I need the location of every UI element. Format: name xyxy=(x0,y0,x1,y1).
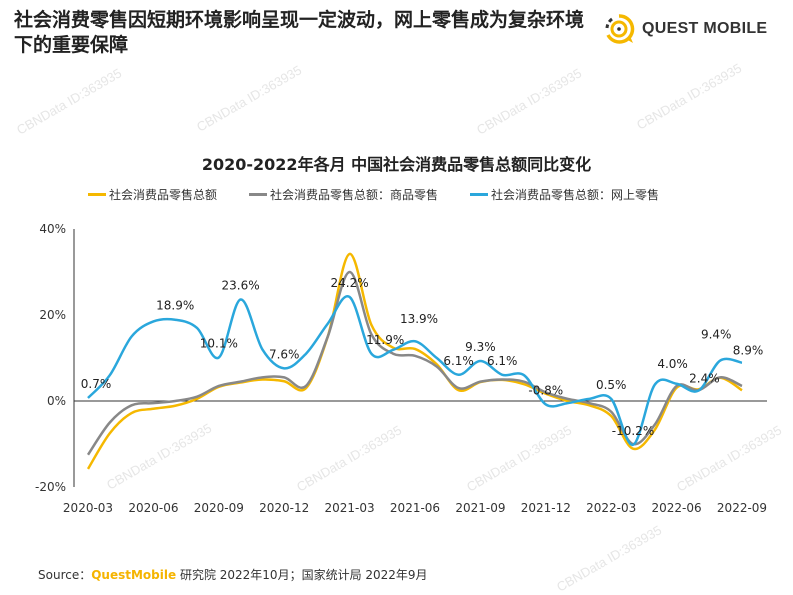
watermark-text: CBNData ID:363935 xyxy=(104,420,214,492)
legend-item-online: 社会消费品零售总额：网上零售 xyxy=(470,186,659,203)
legend-swatch xyxy=(470,193,489,196)
watermark-text: CBNData ID:363935 xyxy=(194,62,304,134)
x-tick-label: 2021-12 xyxy=(521,501,571,515)
legend-swatch xyxy=(249,193,268,196)
data-label: 24.2% xyxy=(331,276,369,290)
source-brand: QuestMobile xyxy=(91,568,177,582)
x-tick-label: 2021-03 xyxy=(325,501,375,515)
x-tick-label: 2022-06 xyxy=(652,501,702,515)
x-tick-label: 2020-09 xyxy=(194,501,244,515)
legend-label: 社会消费品零售总额 xyxy=(109,188,218,202)
data-label: 9.3% xyxy=(465,340,496,354)
data-label: -10.2% xyxy=(612,424,654,438)
x-tick-label: 2022-09 xyxy=(717,501,767,515)
page-title: 社会消费零售因短期环境影响呈现一定波动，网上零售成为复杂环境下的重要保障 xyxy=(14,9,585,56)
data-label: 4.0% xyxy=(657,357,688,371)
data-label: 0.5% xyxy=(596,378,627,392)
data-label: 7.6% xyxy=(269,347,300,361)
data-label: 6.1% xyxy=(487,354,518,368)
logo-icon xyxy=(605,14,635,44)
watermark-text: CBNData ID:363935 xyxy=(554,522,664,594)
watermark-text: CBNData ID:363935 xyxy=(294,422,404,494)
quest-mobile-logo: QUEST MOBILE xyxy=(602,12,767,46)
x-tick-label: 2021-09 xyxy=(455,501,505,515)
source-prefix: Source： xyxy=(38,568,92,582)
x-tick-label: 2020-12 xyxy=(259,501,309,515)
data-label: 18.9% xyxy=(156,299,194,313)
x-tick-label: 2020-03 xyxy=(63,501,113,515)
data-label: 2.4% xyxy=(689,372,720,386)
data-label: 23.6% xyxy=(222,279,260,293)
legend: 社会消费品零售总额 社会消费品零售总额：商品零售 社会消费品零售总额：网上零售 xyxy=(88,186,659,203)
chart-title: 2020-2022年各月 中国社会消费品零售总额同比变化 xyxy=(201,155,592,174)
source-note: Source：QuestMobile 研究院 2022年10月；国家统计局 20… xyxy=(38,566,428,583)
data-label: 6.1% xyxy=(443,354,474,368)
x-tick-label: 2022-03 xyxy=(586,501,636,515)
y-tick-label: 0% xyxy=(47,394,66,408)
series-line-total xyxy=(86,252,743,470)
watermark-text: CBNData ID:363935 xyxy=(14,65,124,137)
x-tick-label: 2021-06 xyxy=(390,501,440,515)
data-label: 10.1% xyxy=(200,337,238,351)
data-label: 0.7% xyxy=(81,377,112,391)
watermark-text: CBNData ID:363935 xyxy=(464,422,574,494)
data-label: 13.9% xyxy=(400,312,438,326)
watermark-text: CBNData ID:363935 xyxy=(674,422,784,494)
x-tick-label: 2020-06 xyxy=(128,501,178,515)
logo-text: QUEST MOBILE xyxy=(642,20,768,37)
legend-item-total: 社会消费品零售总额 xyxy=(88,186,217,203)
y-tick-label: -20% xyxy=(35,480,66,494)
data-label: -0.8% xyxy=(528,383,563,397)
legend-label: 社会消费品零售总额：网上零售 xyxy=(491,188,660,202)
data-label: 11.9% xyxy=(366,333,404,347)
legend-label: 社会消费品零售总额：商品零售 xyxy=(270,188,439,202)
series-line-online xyxy=(87,295,743,447)
source-text: 研究院 2022年10月；国家统计局 2022年9月 xyxy=(176,568,428,582)
data-label: 8.9% xyxy=(733,344,764,358)
watermark-text: CBNData ID:363935 xyxy=(634,60,744,132)
y-tick-label: 40% xyxy=(39,222,66,236)
legend-swatch xyxy=(88,193,106,196)
legend-item-goods: 社会消费品零售总额：商品零售 xyxy=(249,186,438,203)
data-label: 9.4% xyxy=(701,328,732,342)
watermark-text: CBNData ID:363935 xyxy=(474,65,584,137)
y-tick-label: 20% xyxy=(39,308,66,322)
